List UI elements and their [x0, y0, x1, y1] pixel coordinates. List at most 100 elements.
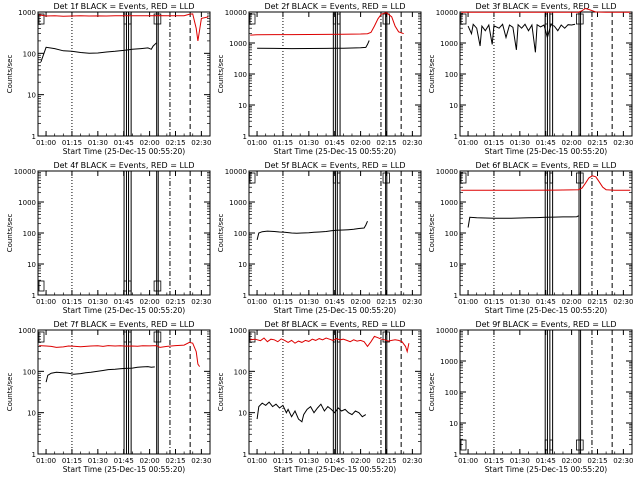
- x-tick-label: 01:15: [62, 457, 82, 465]
- flag-box: [153, 331, 162, 343]
- x-tick-label: 01:00: [247, 139, 267, 147]
- x-tick-label: 01:30: [510, 139, 530, 147]
- x-tick-label: 02:15: [165, 298, 185, 306]
- y-axis-label: Counts/sec: [6, 214, 14, 253]
- y-axis-label: Counts/sec: [428, 214, 436, 253]
- x-tick-label: 02:30: [613, 457, 633, 465]
- y-tick-label: 10: [238, 261, 247, 269]
- y-tick-label: 10000: [436, 9, 458, 17]
- flag-box: [382, 13, 390, 25]
- panel-3: Det 3f BLACK = Events, RED = LLD 1 10 100 10…: [428, 2, 633, 156]
- x-tick-label: 01:30: [299, 298, 319, 306]
- events-series-line: [40, 42, 157, 63]
- x-tick-label: 01:15: [62, 298, 82, 306]
- x-tick-label: 02:15: [587, 139, 607, 147]
- y-tick-label: 1000: [440, 199, 458, 207]
- events-series-line: [256, 221, 368, 241]
- y-tick-label: 1000: [18, 9, 36, 17]
- x-tick-label: 02:30: [613, 298, 633, 306]
- x-tick-label: 01:30: [299, 139, 319, 147]
- panel-4: Det 4f BLACK = Events, RED = LLD 1 10 100 10…: [6, 161, 211, 315]
- panel-2: Det 2f BLACK = Events, RED = LLD 1 10 100 10…: [217, 2, 422, 156]
- flag-box: [336, 331, 341, 343]
- y-axis-label: Counts/sec: [428, 373, 436, 412]
- y-tick-label: 10000: [14, 168, 36, 176]
- x-tick-label: 01:15: [273, 457, 293, 465]
- x-tick-label: 01:45: [325, 139, 345, 147]
- x-tick-label: 01:00: [36, 298, 56, 306]
- panel-5: Det 5f BLACK = Events, RED = LLD 1 10 100 10…: [217, 161, 422, 315]
- y-tick-label: 100: [234, 230, 247, 238]
- y-tick-label: 100: [445, 389, 458, 397]
- x-axis-label: Start Time (25-Dec-15 00:55:20): [485, 306, 607, 315]
- lld-series-line: [39, 341, 201, 367]
- flag-box: [249, 172, 256, 184]
- flag-box: [382, 331, 390, 343]
- y-tick-label: 1: [454, 451, 458, 459]
- panel-title: Det 4f BLACK = Events, RED = LLD: [53, 161, 194, 170]
- flag-box: [544, 439, 548, 451]
- flag-box: [128, 331, 132, 343]
- y-axis-label: Counts/sec: [217, 373, 225, 412]
- flag-box: [38, 280, 45, 292]
- y-tick-label: 10000: [225, 9, 247, 17]
- lld-series-line: [250, 335, 410, 354]
- x-tick-label: 01:30: [299, 457, 319, 465]
- y-tick-label: 10: [238, 102, 247, 110]
- flag-box: [544, 172, 548, 184]
- flag-box: [38, 331, 45, 343]
- x-tick-label: 01:45: [114, 298, 134, 306]
- panel-7: Det 7f BLACK = Events, RED = LLD 1 10 100 10…: [6, 320, 211, 474]
- x-tick-label: 01:30: [510, 298, 530, 306]
- x-tick-label: 01:45: [536, 457, 556, 465]
- x-tick-label: 01:30: [88, 298, 108, 306]
- y-tick-label: 10: [238, 410, 247, 418]
- y-axis-label: Counts/sec: [6, 373, 14, 412]
- x-tick-label: 01:00: [458, 139, 478, 147]
- x-axis-label: Start Time (25-Dec-15 00:55:20): [274, 147, 396, 156]
- x-tick-label: 01:00: [247, 457, 267, 465]
- flag-box: [549, 439, 554, 451]
- lld-series-line: [39, 13, 209, 41]
- y-tick-label: 10000: [436, 327, 458, 335]
- x-tick-label: 02:00: [562, 457, 582, 465]
- flag-box: [123, 331, 127, 343]
- y-tick-label: 1000: [18, 327, 36, 335]
- flag-box: [460, 172, 467, 184]
- x-tick-label: 01:15: [484, 298, 504, 306]
- y-tick-label: 1000: [229, 199, 247, 207]
- y-tick-label: 100: [23, 50, 36, 58]
- panel-title: Det 9f BLACK = Events, RED = LLD: [475, 320, 616, 329]
- flag-box: [549, 172, 554, 184]
- flag-box: [332, 331, 336, 343]
- y-tick-label: 1: [454, 292, 458, 300]
- y-tick-label: 1000: [229, 327, 247, 335]
- flag-box: [249, 331, 256, 343]
- flag-box: [336, 13, 341, 25]
- y-tick-label: 10: [449, 261, 458, 269]
- flag-box: [549, 13, 554, 25]
- events-series-line: [257, 40, 370, 50]
- x-tick-label: 02:00: [140, 139, 160, 147]
- y-tick-label: 100: [445, 230, 458, 238]
- y-tick-label: 1000: [18, 199, 36, 207]
- x-tick-label: 02:00: [351, 457, 371, 465]
- x-tick-label: 02:15: [165, 139, 185, 147]
- flag-box: [576, 439, 584, 451]
- plot-frame: [459, 329, 633, 455]
- x-tick-label: 02:30: [402, 457, 422, 465]
- x-tick-label: 01:15: [273, 139, 293, 147]
- panel-title: Det 2f BLACK = Events, RED = LLD: [264, 2, 405, 11]
- x-tick-label: 01:45: [536, 298, 556, 306]
- x-tick-label: 02:15: [376, 298, 396, 306]
- y-tick-label: 1000: [440, 358, 458, 366]
- x-tick-label: 02:00: [351, 298, 371, 306]
- y-tick-label: 10000: [225, 168, 247, 176]
- x-tick-label: 01:15: [62, 139, 82, 147]
- panel-title: Det 8f BLACK = Events, RED = LLD: [264, 320, 405, 329]
- y-tick-label: 10000: [436, 168, 458, 176]
- flag-box: [382, 172, 390, 184]
- panel-title: Det 7f BLACK = Events, RED = LLD: [53, 320, 194, 329]
- y-tick-label: 10: [27, 410, 36, 418]
